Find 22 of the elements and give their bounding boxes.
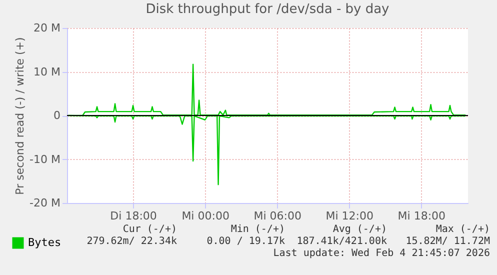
y-tick-label: 20 M xyxy=(34,22,60,34)
y-tick-label: 0 xyxy=(54,109,60,122)
y-tick-label: 10 M xyxy=(34,65,60,78)
text: Max (-/+) xyxy=(436,224,490,235)
legend-label: Bytes xyxy=(28,236,62,249)
y-axis-title: Pr second read (-) / write (+) xyxy=(14,37,27,195)
text: 15.82M/ 11.72M xyxy=(406,236,490,247)
x-tick-label: Mi 06:00 xyxy=(254,210,302,222)
y-tick-label: -20 M xyxy=(30,196,60,210)
x-tick-label: Di 18:00 xyxy=(110,210,157,222)
text: Last update: Wed Feb 4 21:45:07 2026 xyxy=(273,248,490,259)
x-tick-label: Mi 18:00 xyxy=(398,210,446,222)
text: 279.62m/ 22.34k xyxy=(86,236,177,247)
text: Min (-/+) xyxy=(230,224,285,235)
text: 187.41k/421.00k xyxy=(296,236,387,247)
text: Avg (-/+) xyxy=(332,224,387,235)
chart-title: Disk throughput for /dev/sda - by day xyxy=(146,2,390,17)
text: Cur (-/+) xyxy=(122,224,177,235)
y-tick-label: -10 M xyxy=(30,152,60,166)
x-tick-label: Mi 00:00 xyxy=(182,210,230,222)
x-tick-label: Mi 12:00 xyxy=(326,210,374,222)
text: 0.00 / 19.17k xyxy=(206,236,285,247)
